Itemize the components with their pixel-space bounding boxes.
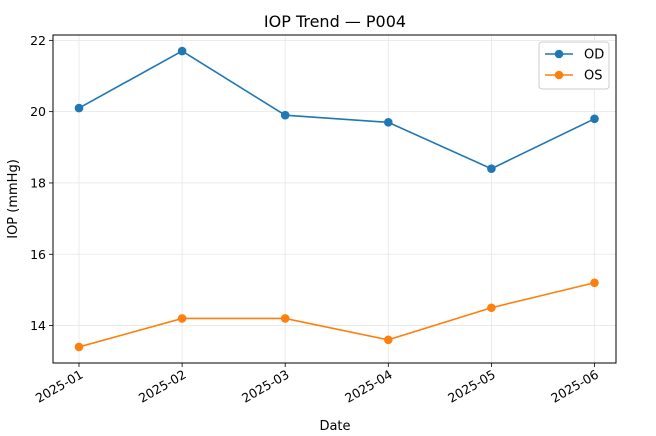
legend-marker-os xyxy=(554,70,564,80)
legend-marker-od xyxy=(554,49,564,59)
plot-frame xyxy=(52,34,617,364)
data-point-od xyxy=(74,103,84,113)
legend: OD OS xyxy=(538,41,610,90)
y-tick-label: 18 xyxy=(30,175,46,190)
y-axis: 14 16 18 20 22 xyxy=(30,33,53,333)
data-point-od xyxy=(384,118,393,127)
y-tick-label: 22 xyxy=(30,33,46,48)
x-tick-label: 2025-02 xyxy=(136,367,189,406)
data-point-os xyxy=(590,278,599,288)
x-tick-label: 2025-05 xyxy=(445,367,498,406)
data-point-os xyxy=(177,314,187,323)
x-tick-label: 2025-06 xyxy=(548,367,601,406)
series-line-od xyxy=(78,50,595,170)
y-tick-label: 20 xyxy=(30,104,46,119)
data-point-od xyxy=(280,110,290,120)
x-axis-label: Date xyxy=(319,419,350,434)
y-axis-label: IOP (mmHg) xyxy=(6,159,21,239)
y-tick-label: 14 xyxy=(30,318,46,333)
data-point-os xyxy=(280,314,290,323)
data-point-os xyxy=(487,303,496,313)
data-point-od xyxy=(590,114,599,124)
series-line-os xyxy=(78,282,595,348)
x-tick-label: 2025-01 xyxy=(33,367,86,406)
legend-label-od: OD xyxy=(584,48,604,63)
y-tick-label: 16 xyxy=(30,247,46,262)
data-point-od xyxy=(177,46,187,56)
chart-title: IOP Trend — P004 xyxy=(264,12,406,31)
x-axis: 2025-01 2025-02 2025-03 2025-04 2025-05 2025-… xyxy=(33,363,601,406)
series-group xyxy=(74,46,599,352)
data-point-od xyxy=(487,164,496,173)
data-point-os xyxy=(74,342,84,352)
grid xyxy=(53,35,616,363)
data-point-os xyxy=(384,335,393,345)
x-tick-label: 2025-04 xyxy=(342,367,395,406)
legend-label-os: OS xyxy=(584,69,602,84)
x-tick-label: 2025-03 xyxy=(239,367,292,406)
